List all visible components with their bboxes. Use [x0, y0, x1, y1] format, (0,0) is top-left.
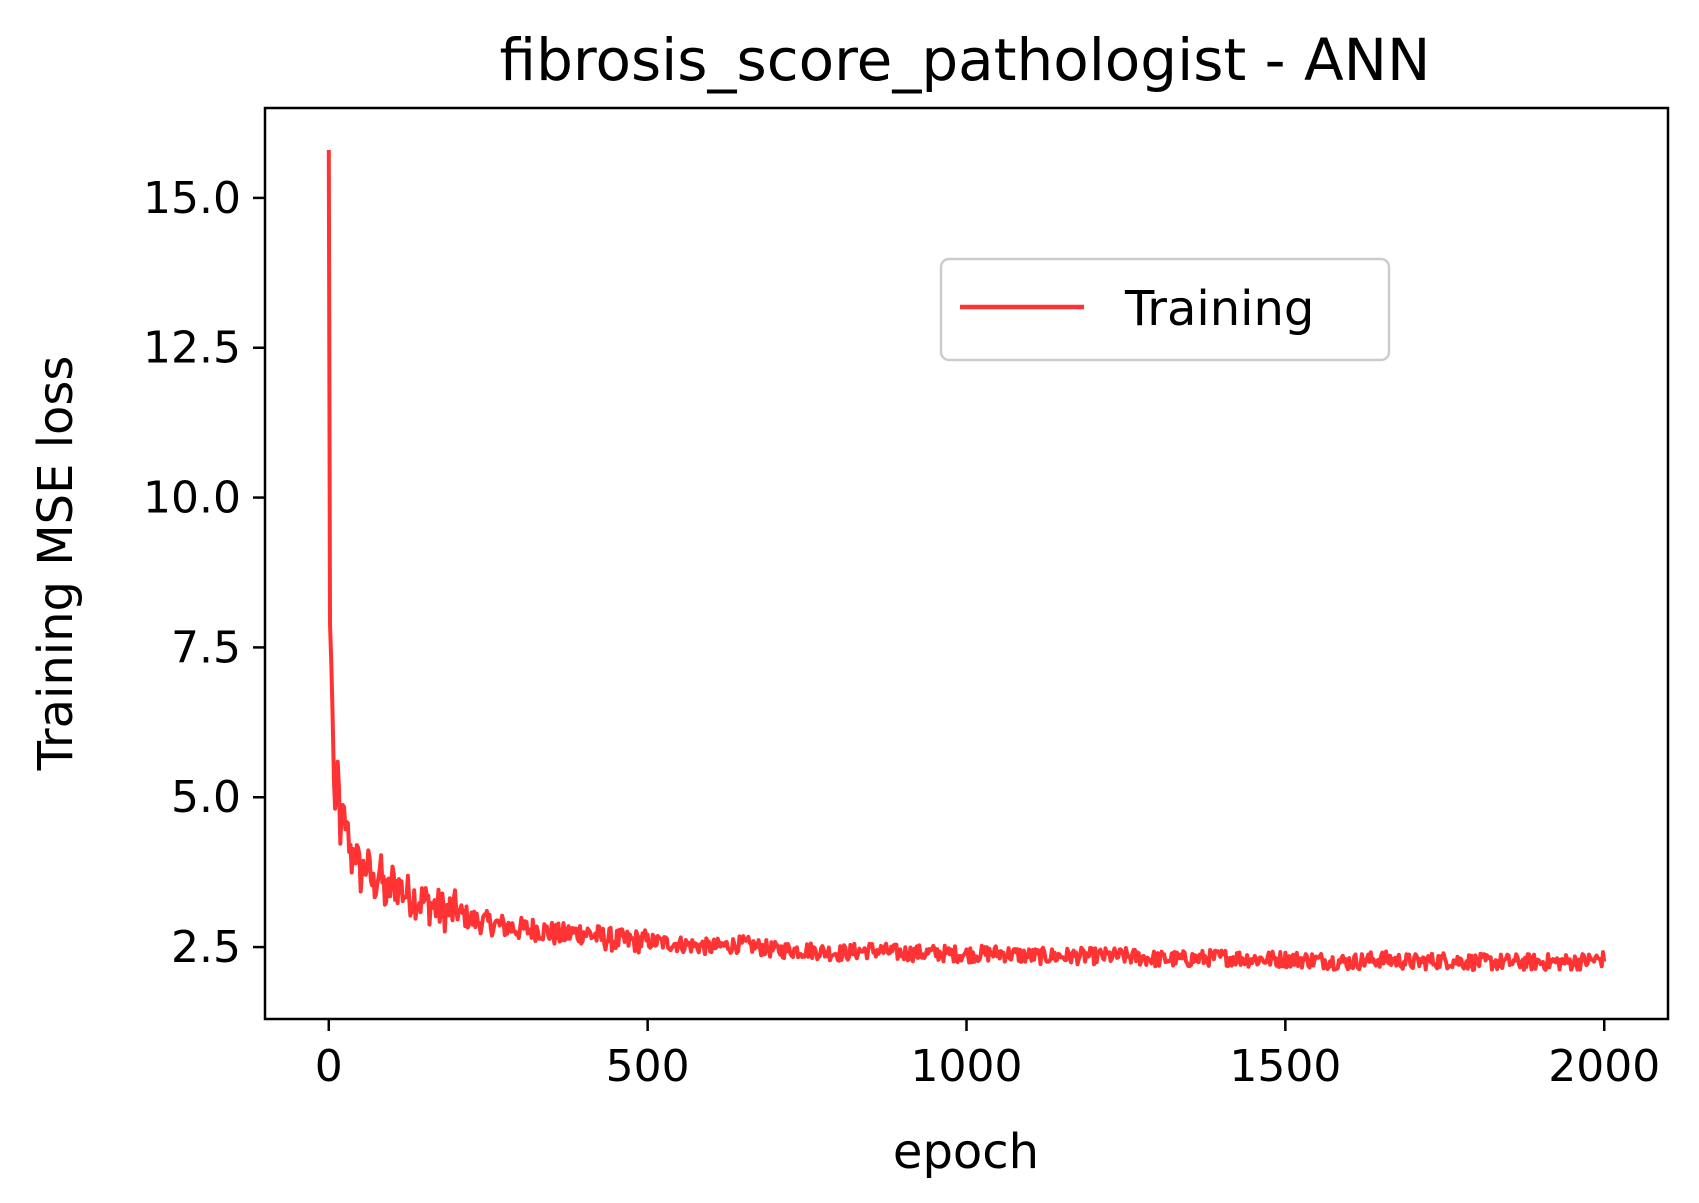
plot-area: [263, 106, 1670, 1021]
series-line-training: [326, 149, 1607, 972]
chart-title: fibrosis_score_pathologist - ANN: [500, 26, 1431, 94]
series-layer: [326, 149, 1607, 972]
x-tick-label: 1000: [911, 1041, 1023, 1092]
legend-label-training: Training: [1124, 281, 1314, 337]
y-axis-label: Training MSE loss: [28, 356, 84, 772]
legend: Training: [939, 257, 1391, 362]
y-tick-label: 7.5: [171, 622, 241, 673]
y-tick-label: 12.5: [143, 323, 241, 374]
y-tick-label: 5.0: [171, 772, 241, 823]
x-tick-label: 0: [315, 1041, 343, 1092]
x-axis-ticks: 0 500 1000 1500 2000: [315, 1019, 1660, 1092]
x-tick-label: 1500: [1229, 1041, 1341, 1092]
x-tick-label: 500: [606, 1041, 690, 1092]
y-tick-label: 15.0: [143, 173, 241, 224]
x-tick-label: 2000: [1548, 1041, 1660, 1092]
legend-box: [939, 257, 1391, 362]
y-axis-ticks: 2.5 5.0 7.5 10.0 12.5 15.0: [143, 173, 265, 973]
y-tick-label: 10.0: [143, 473, 241, 524]
y-tick-label: 2.5: [171, 922, 241, 973]
x-axis-label: epoch: [893, 1124, 1039, 1180]
